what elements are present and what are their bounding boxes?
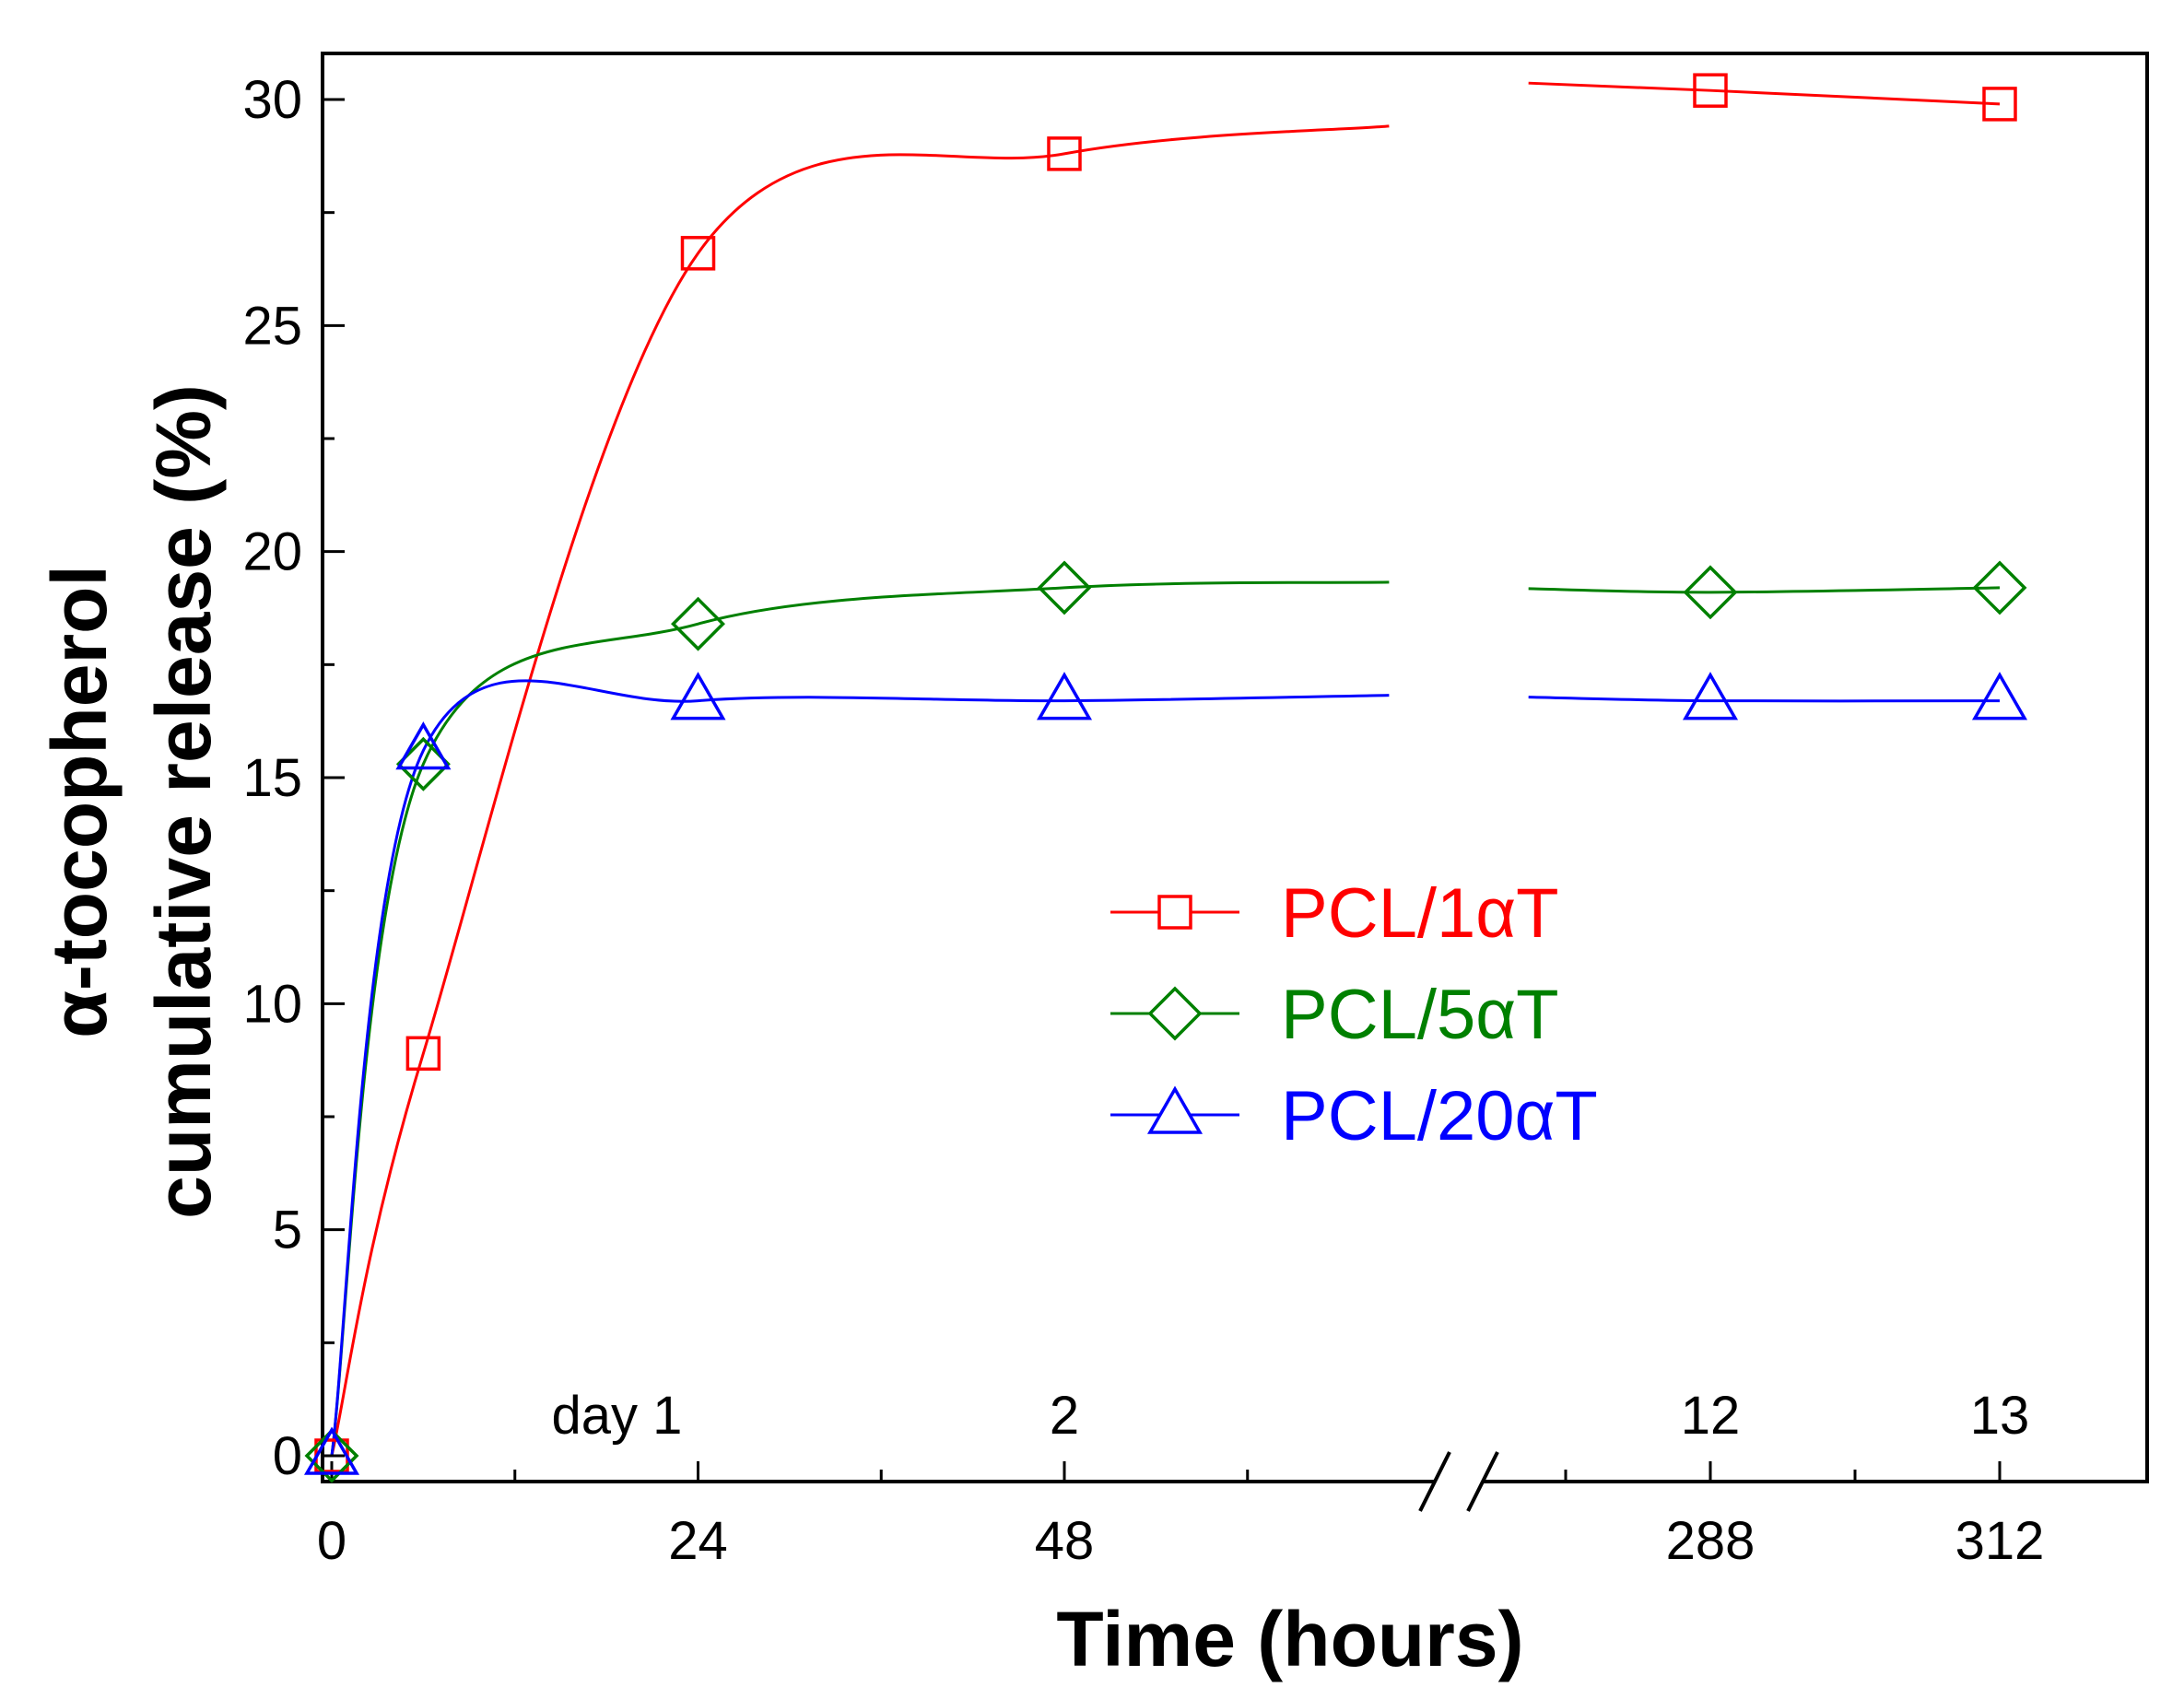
- day-label: 12: [1681, 1386, 1741, 1446]
- legend-label: PCL/1αT: [1281, 874, 1559, 953]
- x-tick-label: 312: [1955, 1511, 2045, 1571]
- series-curve-pcl-1-t: [1528, 81, 2001, 106]
- y-axis-title-line1: α-tocopherol: [36, 565, 123, 1038]
- data-point-pcl-20-t: [1971, 672, 2028, 721]
- y-tick-label: 15: [242, 748, 302, 808]
- data-point-pcl-20-t: [395, 721, 452, 770]
- series-curve-pcl-20-t: [1528, 696, 2001, 703]
- x-tick-label: 0: [317, 1511, 346, 1571]
- series-curve-pcl-5-t: [1528, 586, 2001, 594]
- data-point-pcl-20-t: [1036, 672, 1093, 721]
- data-point-pcl-1-t: [680, 236, 716, 271]
- y-tick-label: 5: [273, 1201, 302, 1260]
- data-point-pcl-1-t: [1982, 87, 2017, 122]
- data-point-pcl-1-t: [1693, 73, 1728, 108]
- day-label: 2: [1050, 1386, 1079, 1446]
- y-tick-label: 0: [273, 1426, 302, 1486]
- legend-marker: [1146, 1085, 1204, 1134]
- legend-label: PCL/5αT: [1281, 976, 1559, 1054]
- legend-marker: [1147, 986, 1203, 1041]
- data-point-pcl-5-t: [1972, 560, 2027, 615]
- data-point-pcl-20-t: [1682, 672, 1739, 721]
- legend-marker: [1157, 895, 1192, 930]
- data-point-pcl-5-t: [1683, 565, 1738, 620]
- fit-curves: [330, 81, 2001, 1457]
- legend-label: PCL/20αT: [1281, 1077, 1598, 1155]
- x-axis-title: Time (hours): [1056, 1596, 1523, 1682]
- data-point-pcl-5-t: [1037, 560, 1092, 615]
- axis-break-mark: [1418, 1451, 1451, 1512]
- plot-frame: [321, 52, 2149, 1483]
- y-tick-label: 10: [242, 974, 302, 1034]
- data-point-pcl-1-t: [405, 1036, 441, 1072]
- data-point-pcl-1-t: [1047, 136, 1082, 171]
- x-tick-label: 288: [1666, 1511, 1755, 1571]
- data-point-pcl-5-t: [304, 1428, 359, 1483]
- axes: 0 5 10 15 20 25 30 0 24 day 1 48 2 288 12 312 13: [242, 52, 2149, 1571]
- axis-break-mark: [1466, 1451, 1499, 1512]
- legend: PCL/1αT PCL/5αT PCL/20αT: [1110, 874, 1598, 1155]
- data-point-pcl-20-t: [670, 672, 726, 721]
- x-tick-label: 48: [1035, 1511, 1095, 1571]
- x-tick-label: 24: [668, 1511, 728, 1571]
- y-tick-label: 25: [242, 296, 302, 356]
- series-curve-pcl-20-t: [330, 679, 1390, 1457]
- y-tick-label: 20: [242, 522, 302, 582]
- day-label: day 1: [552, 1386, 683, 1446]
- data-point-pcl-20-t: [303, 1426, 360, 1475]
- y-axis-title-line2: cumulative release (%): [140, 384, 227, 1219]
- data-point-pcl-5-t: [671, 596, 725, 651]
- y-tick-label: 30: [242, 70, 302, 130]
- day-label: 13: [1970, 1386, 2030, 1446]
- axis-break-gap: [1435, 1471, 1484, 1493]
- data-markers: [303, 73, 2028, 1483]
- series-curve-pcl-1-t: [330, 124, 1390, 1457]
